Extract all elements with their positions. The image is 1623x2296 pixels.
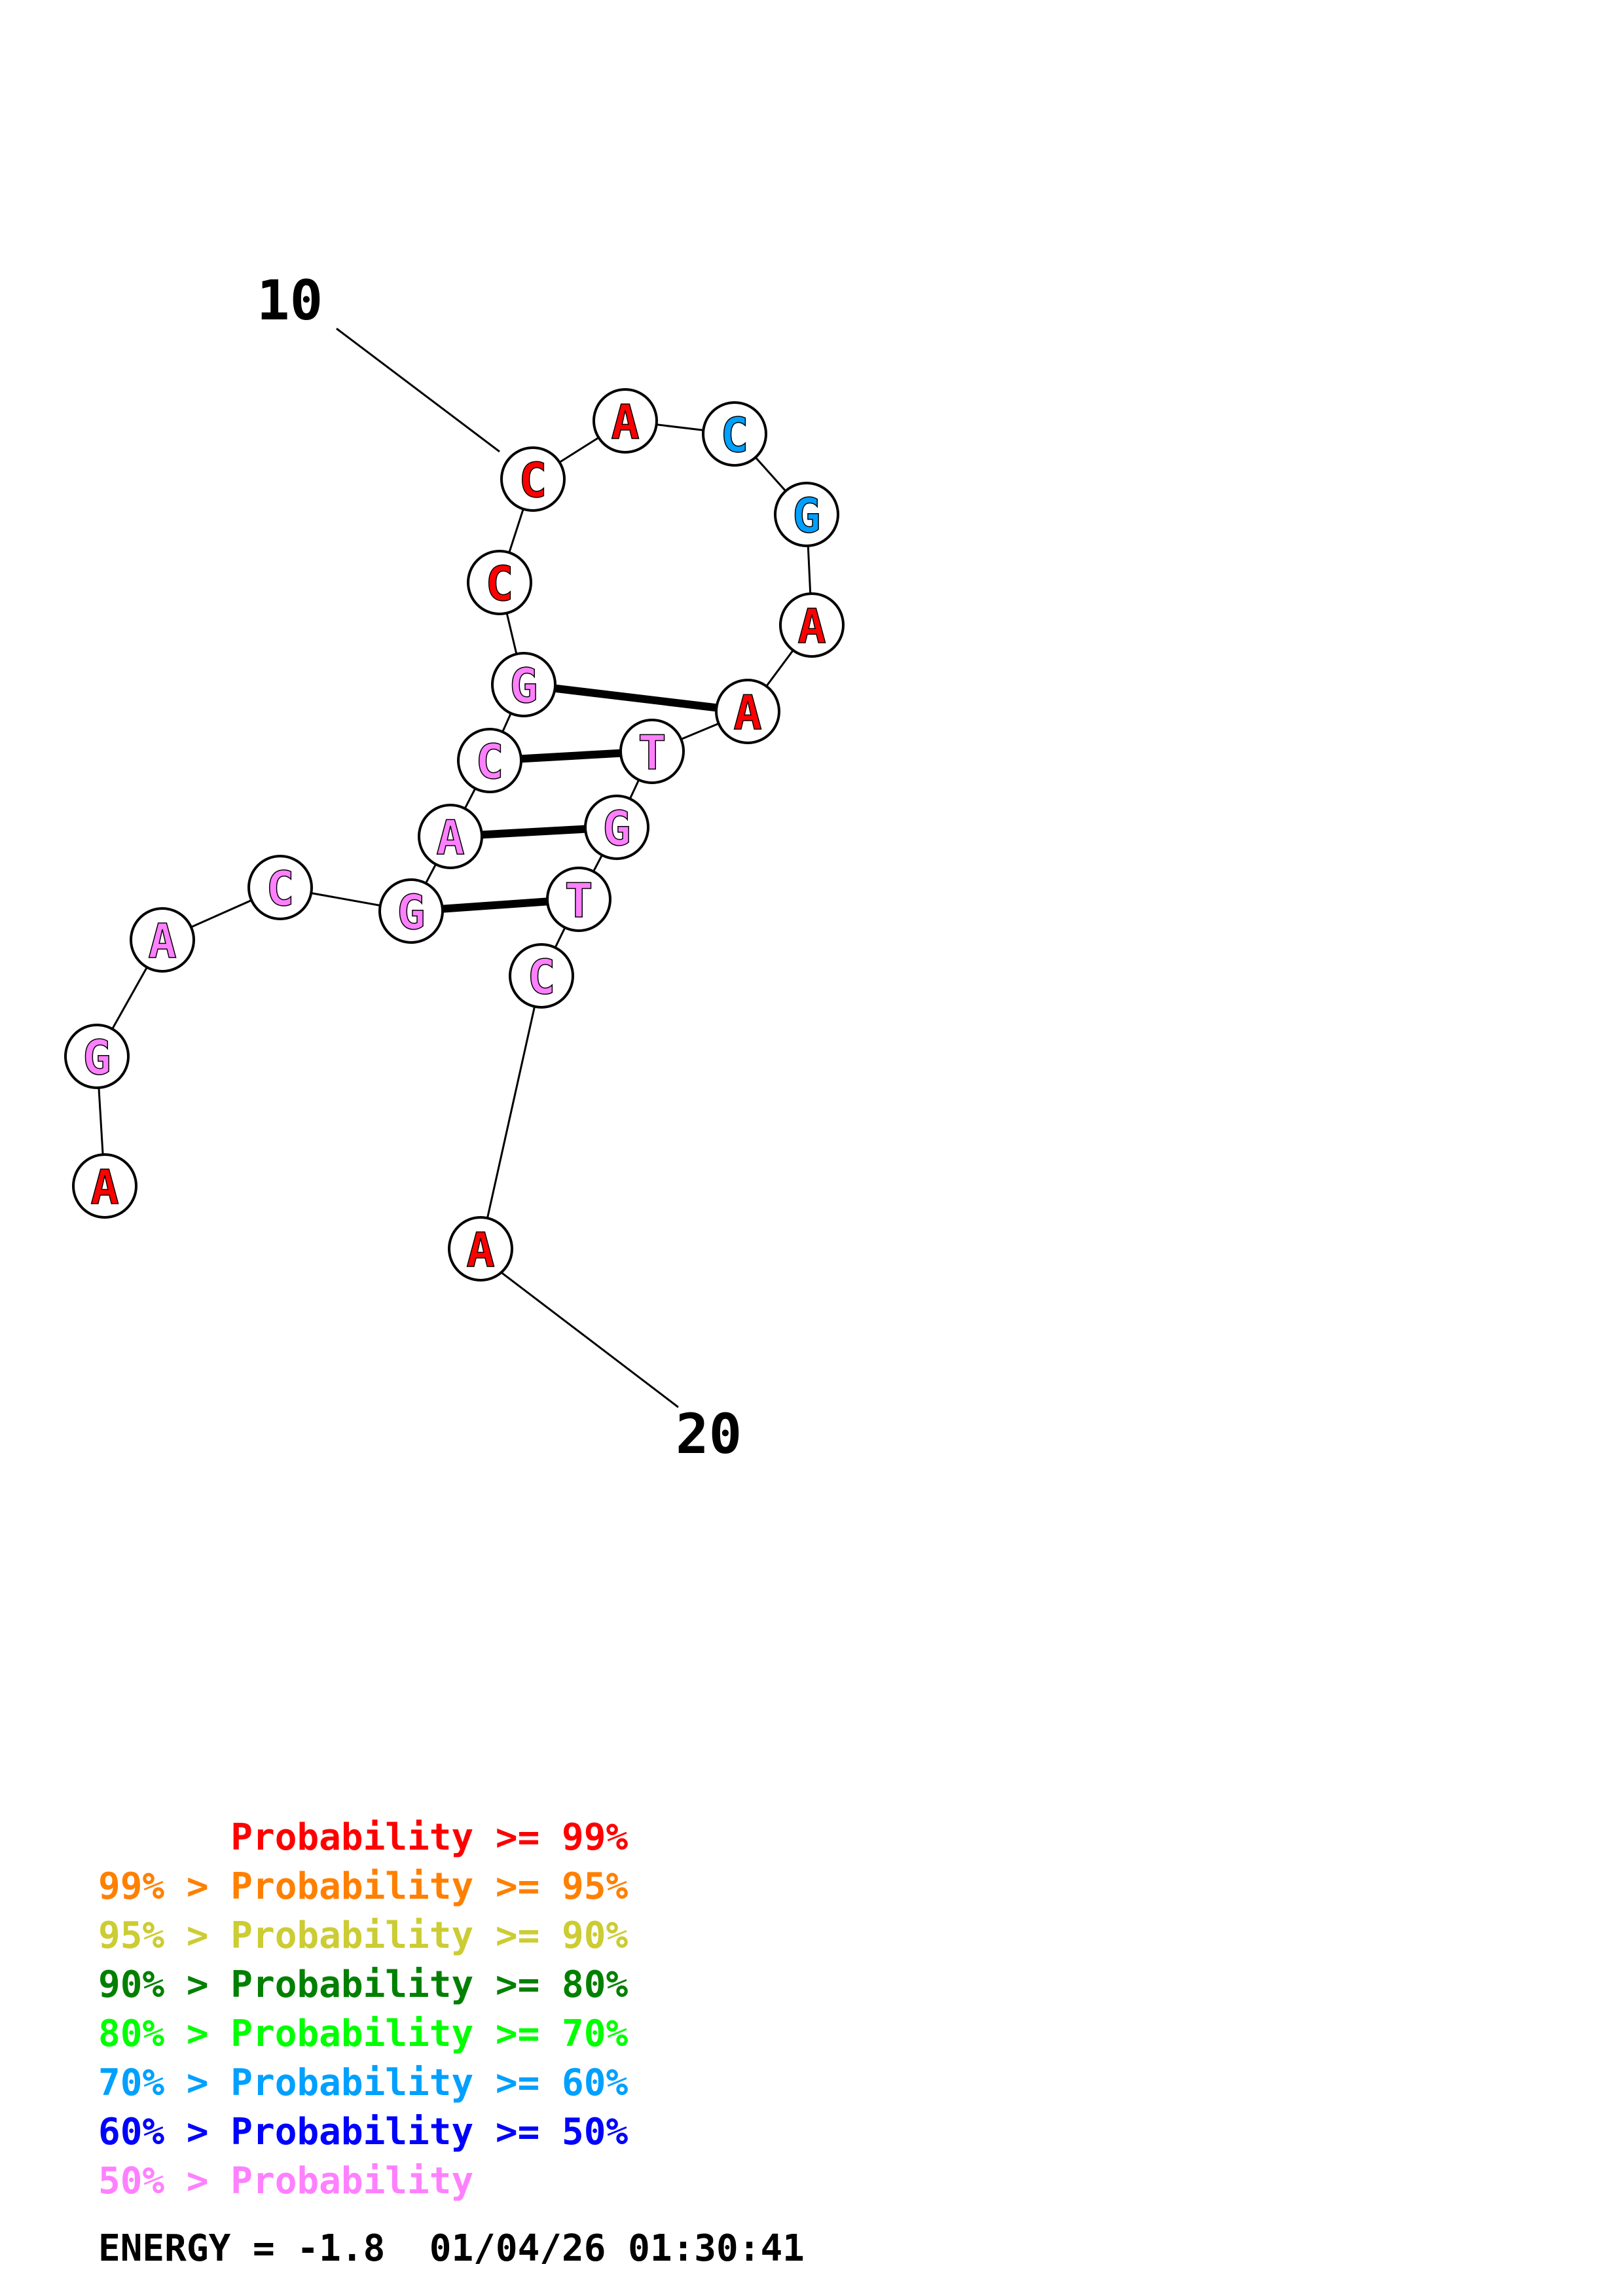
nucleotide-circle [619,719,685,784]
nucleotide-circle [500,446,566,512]
legend-prefix: 99% > [98,1865,231,1908]
nucleotide: A [418,804,483,869]
number-leader-lines [336,327,679,1408]
legend-prefix: 90% > [98,1964,231,2006]
legend-row: Probability >= 99% [98,1820,628,1856]
legend-prefix: 95% > [98,1914,231,1957]
nucleotide: C [500,446,566,512]
nucleotide-circle [509,943,574,1009]
nucleotide-base-label: G [82,1030,111,1085]
backbone-segment [479,975,543,1249]
nucleotide: A [130,907,195,973]
nucleotide-circle [130,907,195,973]
nucleotide-base-label: G [792,488,820,543]
legend-prefix [98,1816,230,1859]
legend-text: Probability >= 99% [230,1816,629,1859]
nucleotide-circle [418,804,483,869]
nucleotide-circle [774,482,839,547]
nucleotide-circle [584,795,649,860]
energy-footer: ENERGY = -1.8 01/04/26 01:30:41 [98,2227,805,2270]
legend-prefix: 70% > [98,2062,231,2104]
nucleotide-base-label: A [466,1223,494,1278]
position-leader-line [480,1255,679,1408]
legend-row: 50% > Probability [98,2163,473,2200]
legend-prefix: 60% > [98,2111,231,2153]
nucleotide-base-label: G [397,885,425,940]
nucleotide-circle [779,592,845,658]
legend-text: Probability >= 90% [230,1914,629,1957]
nucleotide-base-label: A [611,395,639,450]
nucleotide: T [546,867,611,932]
nucleotide-circle [378,878,444,944]
base-pair-bond [523,681,748,715]
legend-prefix: 80% > [98,2013,231,2055]
nucleotide-circle [491,652,556,717]
legend-row: 95% > Probability >= 90% [98,1918,628,1954]
nucleotide: T [619,719,685,784]
position-leader-line [336,327,500,453]
nucleotide: G [774,482,839,547]
nucleotide-base-label: C [266,861,294,916]
nucleotide: C [247,855,313,920]
legend-prefix: 50% > [98,2160,231,2202]
nucleotide-base-label: G [509,658,538,713]
legend-row: 90% > Probability >= 80% [98,1967,628,2003]
nucleotide-base-label: T [564,873,593,928]
nucleotide: G [378,878,444,944]
nucleotide: C [509,943,574,1009]
nucleotide: G [491,652,556,717]
nucleotide-base-label: A [148,914,176,969]
legend-row: 70% > Probability >= 60% [98,2065,628,2102]
nucleotide: G [584,795,649,860]
nucleotide-base-label: A [90,1160,119,1215]
legend-row: 99% > Probability >= 95% [98,1869,628,1905]
nucleotide-circle [715,679,780,744]
nucleotide: A [448,1216,513,1282]
nucleotide-base-label: C [720,408,748,463]
legend-row: 60% > Probability >= 50% [98,2114,628,2151]
legend-text: Probability >= 50% [230,2111,629,2153]
nucleotide: G [64,1024,130,1089]
legend-row: 80% > Probability >= 70% [98,2016,628,2053]
nucleotide: A [593,388,658,454]
nucleotide: C [467,550,532,615]
nucleotide: A [779,592,845,658]
legend-text: Probability >= 80% [230,1964,629,2006]
nucleotide-base-label: C [527,950,555,1005]
nucleotide-base-label: T [638,725,666,780]
nucleotide-base-label: G [602,801,630,856]
nucleotide-circle [247,855,313,920]
nucleotide-base-label: C [519,453,547,508]
nucleotide-circle [593,388,658,454]
nucleotide-base-label: A [733,685,761,740]
nucleotide-base-label: C [475,734,503,789]
nucleotide-circle [448,1216,513,1282]
nucleotide-circle [64,1024,130,1089]
nucleotide-base-label: A [436,810,464,865]
nucleotide-circle [72,1153,137,1219]
nucleotide: A [715,679,780,744]
nucleotide-circle [702,401,767,467]
legend-text: Probability >= 60% [230,2062,629,2104]
legend-text: Probability >= 70% [230,2013,629,2055]
position-number: 10 [257,268,323,332]
nucleotide: C [702,401,767,467]
position-numbers: 10 20 [257,268,742,1466]
legend-text: Probability >= 95% [230,1865,629,1908]
nucleotide-circle [457,728,522,793]
nucleotide-circle [467,550,532,615]
nucleotide-base-label: A [797,599,826,654]
nucleotide: A [72,1153,137,1219]
position-number: 20 [676,1402,742,1466]
nucleotide-circle [546,867,611,932]
nucleotide: C [457,728,522,793]
nucleotide-base-label: C [485,556,513,611]
legend-text: Probability [230,2160,474,2202]
